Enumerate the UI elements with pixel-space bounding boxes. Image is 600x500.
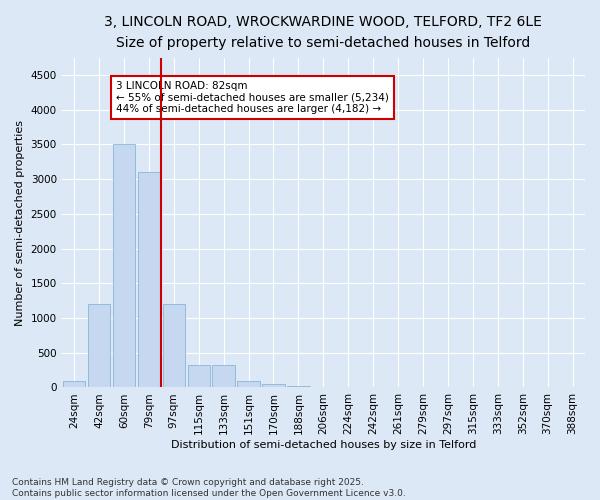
Bar <box>287 386 310 388</box>
Bar <box>212 365 235 388</box>
Bar <box>63 380 85 388</box>
Text: Contains HM Land Registry data © Crown copyright and database right 2025.
Contai: Contains HM Land Registry data © Crown c… <box>12 478 406 498</box>
Bar <box>88 304 110 388</box>
Bar <box>163 304 185 388</box>
Bar <box>137 172 160 388</box>
Bar <box>188 365 210 388</box>
Bar <box>113 144 135 388</box>
Bar <box>262 384 285 388</box>
Bar <box>238 380 260 388</box>
X-axis label: Distribution of semi-detached houses by size in Telford: Distribution of semi-detached houses by … <box>170 440 476 450</box>
Text: 3 LINCOLN ROAD: 82sqm
← 55% of semi-detached houses are smaller (5,234)
44% of s: 3 LINCOLN ROAD: 82sqm ← 55% of semi-deta… <box>116 81 389 114</box>
Title: 3, LINCOLN ROAD, WROCKWARDINE WOOD, TELFORD, TF2 6LE
Size of property relative t: 3, LINCOLN ROAD, WROCKWARDINE WOOD, TELF… <box>104 15 542 50</box>
Y-axis label: Number of semi-detached properties: Number of semi-detached properties <box>15 120 25 326</box>
